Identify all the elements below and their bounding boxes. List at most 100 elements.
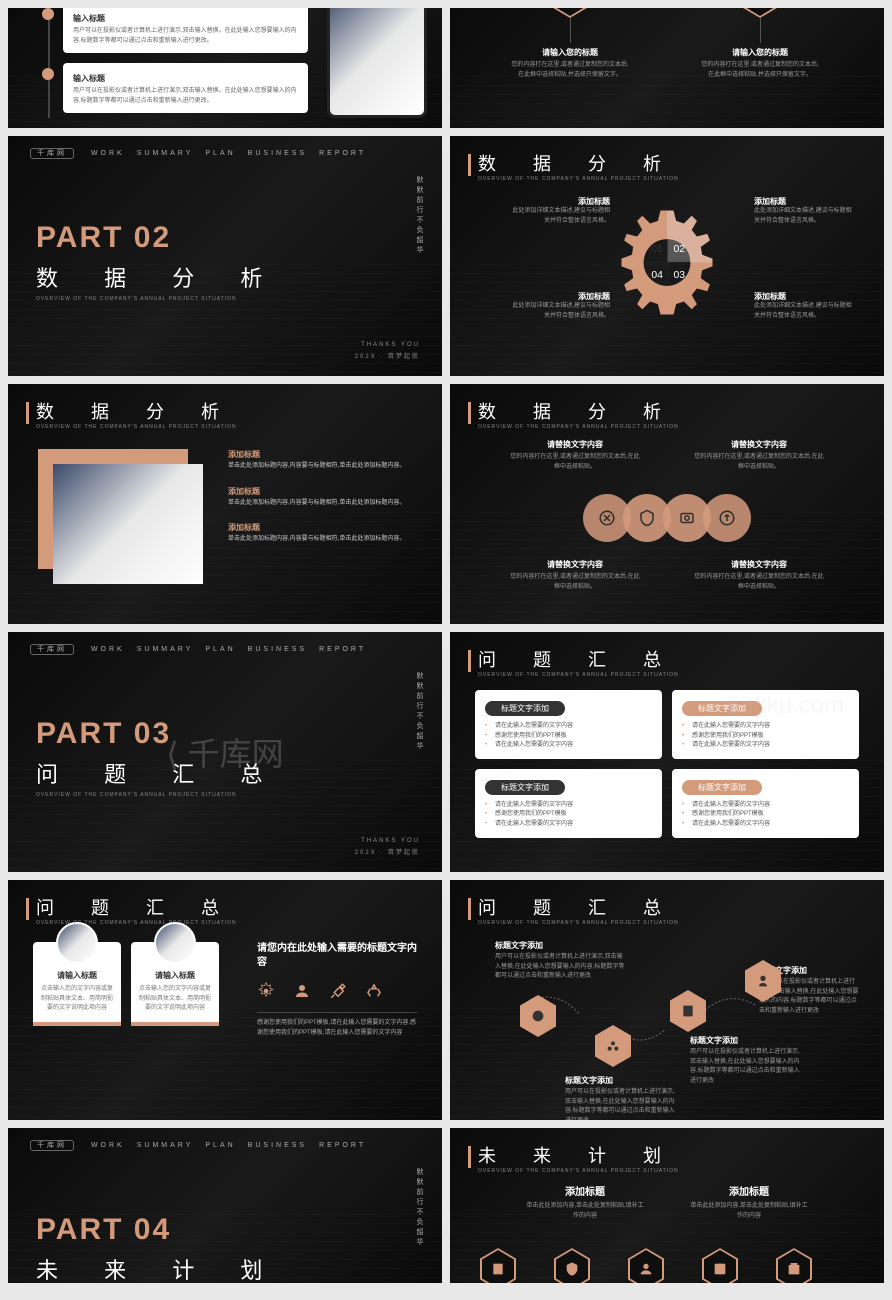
part-number: PART 02	[36, 221, 171, 255]
future-desc: 单击此处添加内容,单击此处复制粘贴,填补工作的内容	[525, 1202, 645, 1221]
vertical-text: 默默前行不负韶华	[414, 176, 424, 256]
section-subtitle: OVERVIEW OF THE COMPANY'S ANNUAL PROJECT…	[478, 920, 679, 926]
flow-desc: 用户可以在投影仪或者计算机上进行演示,双击输入替换,在此处输入您想要输入的内容,…	[690, 1048, 800, 1086]
bullet: 请在此输入您需要的文字内容	[682, 801, 849, 811]
vertical-text: 默默前行不负韶华	[414, 672, 424, 752]
replace-desc: 您的内容打在这里,或者通过复制您的文本后,在此框中选择粘贴。	[510, 573, 640, 592]
card-title: 输入标题	[73, 73, 298, 84]
svg-text:03: 03	[674, 270, 686, 281]
gear-title-2: 添加标题	[754, 196, 854, 207]
hex-icon-1	[553, 8, 587, 18]
replace-title: 请替换文字内容	[694, 439, 824, 450]
year-text: 202X · 筑梦起航	[355, 351, 420, 360]
card-desc: 用户可以在投影仪或者计算机上进行演示,双击输入替换。在此处输入您想要输入的内容,…	[73, 87, 298, 106]
card-pill: 标题文字添加	[485, 701, 565, 716]
flow-title: 标题文字添加	[690, 1035, 800, 1046]
replace-title: 请替换文字内容	[510, 559, 640, 570]
replace-desc: 您的内容打在这里,或者通过复制您的文本后,在此框中选择粘贴。	[694, 573, 824, 592]
hex-future-3	[628, 1248, 664, 1283]
item-desc: 单击此处添加标题内容,内容要与标题相符,单击此处添加标题内容。	[228, 499, 418, 509]
accent-bar	[26, 898, 29, 920]
year-text: 202X · 筑梦起航	[355, 847, 420, 856]
hex-future-1	[480, 1248, 516, 1283]
card-desc: 点击输入您的文字内容或复制粘贴具体文本、用简明扼要的文字说明此项内容	[39, 985, 115, 1014]
accent-bar	[468, 402, 471, 424]
slide-9: 问 题 汇 总 OVERVIEW OF THE COMPANY'S ANNUAL…	[8, 880, 442, 1120]
hex-title: 请输入您的标题	[510, 47, 630, 58]
future-title: 添加标题	[689, 1183, 809, 1198]
hex-desc: 您的内容打在这里,或者通过复制您的文本后,在此框中选择粘贴,并选择只保留文字。	[510, 61, 630, 80]
section-subtitle: OVERVIEW OF THE COMPANY'S ANNUAL PROJECT…	[478, 424, 679, 430]
card-pill: 标题文字添加	[485, 780, 565, 795]
slide-gear: 数 据 分 析 OVERVIEW OF THE COMPANY'S ANNUAL…	[450, 136, 884, 376]
accent-bar	[468, 898, 471, 920]
nav-bar: 千库网 WORKSUMMARYPLANBUSINESSREPORT	[30, 644, 378, 654]
main-desc: 感谢您使用我们的PPT模板,请在此输入您需要的文字内容,感谢您使用我们的PPT模…	[257, 1019, 417, 1038]
section-title: 问 题 汇 总	[478, 646, 677, 672]
accent-bar	[468, 650, 471, 672]
slide-2: 请输入您的标题 您的内容打在这里,或者通过复制您的文本后,在此框中选择粘贴,并选…	[450, 8, 884, 128]
bullet: 感谢您使用我们的PPT模板	[682, 732, 849, 742]
section-subtitle: OVERVIEW OF THE COMPANY'S ANNUAL PROJECT…	[478, 176, 679, 182]
thanks-text: THANKS YOU	[361, 342, 420, 348]
card-desc: 用户可以在投影仪或者计算机上进行演示,双击输入替换。在此处输入您想要输入的内容,…	[73, 27, 298, 46]
content-image	[53, 464, 203, 584]
card-pill: 标题文字添加	[682, 780, 762, 795]
flow-title: 标题文字添加	[565, 1075, 675, 1086]
section-title: 数 据 分 析	[478, 150, 677, 176]
bullet: 请在此输入您需要的文字内容	[682, 722, 849, 732]
gear-icon	[257, 982, 275, 1000]
part-number: PART 04	[36, 1213, 171, 1247]
section-title: 问 题 汇 总	[478, 894, 677, 920]
problem-card: 标题文字添加 请在此输入您需要的文字内容 感谢您使用我们的PPT模板 请在此输入…	[672, 769, 859, 838]
avatar	[56, 922, 98, 964]
card-title: 请输入标题	[39, 970, 115, 981]
person-card: 请输入标题 点击输入您的文字内容或复制粘贴具体文本、用简明扼要的文字说明此项内容	[33, 942, 121, 1026]
watermark: ⟨ 千库网	[166, 729, 283, 775]
hex-future-5	[776, 1248, 812, 1283]
slide-part03: 千库网 WORKSUMMARYPLANBUSINESSREPORT PART 0…	[8, 632, 442, 872]
section-title: 未 来 计 划	[478, 1142, 677, 1168]
replace-desc: 您的内容打在这里,或者通过复制您的文本后,在此框中选择粘贴。	[694, 453, 824, 472]
section-subtitle: OVERVIEW OF THE COMPANY'S ANNUAL PROJECT…	[36, 424, 237, 430]
hex-icon-2	[743, 8, 777, 18]
card-desc: 点击输入您的文字内容或复制粘贴具体文本、用简明扼要的文字说明此项内容	[137, 985, 213, 1014]
gear-title-4: 添加标题	[510, 291, 610, 302]
item-desc: 单击此处添加标题内容,内容要与标题相符,单击此处添加标题内容。	[228, 535, 418, 545]
replace-title: 请替换文字内容	[510, 439, 640, 450]
item-title: 添加标题	[228, 486, 418, 497]
bullet: 请在此输入您需要的文字内容	[682, 820, 849, 830]
hex-title: 请输入您的标题	[700, 47, 820, 58]
slide-part04: 千库网 WORKSUMMARYPLANBUSINESSREPORT PART 0…	[8, 1128, 442, 1283]
replace-title: 请替换文字内容	[694, 559, 824, 570]
accent-bar	[468, 154, 471, 176]
gear-icon: 01 02 03 04	[602, 198, 732, 328]
phone-image	[327, 8, 427, 118]
tools-icon	[329, 982, 347, 1000]
svg-text:02: 02	[674, 244, 686, 255]
text-card-1: 输入标题 用户可以在投影仪或者计算机上进行演示,双击输入替换。在此处输入您想要输…	[63, 8, 308, 53]
bullet: 请在此输入您需要的文字内容	[485, 820, 652, 830]
future-title: 添加标题	[525, 1183, 645, 1198]
main-title: 请您内在此处输入需要的标题文字内容	[257, 942, 417, 970]
part-subtitle: OVERVIEW OF THE COMPANY'S ANNUAL PROJECT…	[36, 296, 237, 302]
gear-desc-3: 此处添加详细文本描述,建议与标题相关并符合整体语言风格。	[754, 302, 854, 321]
text-card-2: 输入标题 用户可以在投影仪或者计算机上进行演示,双击输入替换。在此处输入您想要输…	[63, 63, 308, 113]
bullet: 请在此输入您需要的文字内容	[485, 741, 652, 751]
card-title: 输入标题	[73, 13, 298, 24]
slide-10: 问 题 汇 总 OVERVIEW OF THE COMPANY'S ANNUAL…	[450, 880, 884, 1120]
item-title: 添加标题	[228, 522, 418, 533]
bullet: 感谢您使用我们的PPT模板	[682, 810, 849, 820]
part-title: 数 据 分 析	[36, 261, 282, 293]
slide-5: 数 据 分 析 OVERVIEW OF THE COMPANY'S ANNUAL…	[8, 384, 442, 624]
gear-title-1: 添加标题	[510, 196, 610, 207]
thanks-text: THANKS YOU	[361, 838, 420, 844]
accent-bar	[468, 1146, 471, 1168]
flow-desc: 用户可以在投影仪或者计算机上进行演示,双击输入替换,在此处输入您想要输入的内容,…	[565, 1088, 675, 1120]
slide-part02: 千库网 WORKSUMMARYPLANBUSINESSREPORT PART 0…	[8, 136, 442, 376]
slide-12: 未 来 计 划 OVERVIEW OF THE COMPANY'S ANNUAL…	[450, 1128, 884, 1283]
future-desc: 单击此处添加内容,单击此处复制粘贴,填补工作的内容	[689, 1202, 809, 1221]
avatar	[154, 922, 196, 964]
part-subtitle: OVERVIEW OF THE COMPANY'S ANNUAL PROJECT…	[36, 792, 237, 798]
section-subtitle: OVERVIEW OF THE COMPANY'S ANNUAL PROJECT…	[478, 672, 679, 678]
